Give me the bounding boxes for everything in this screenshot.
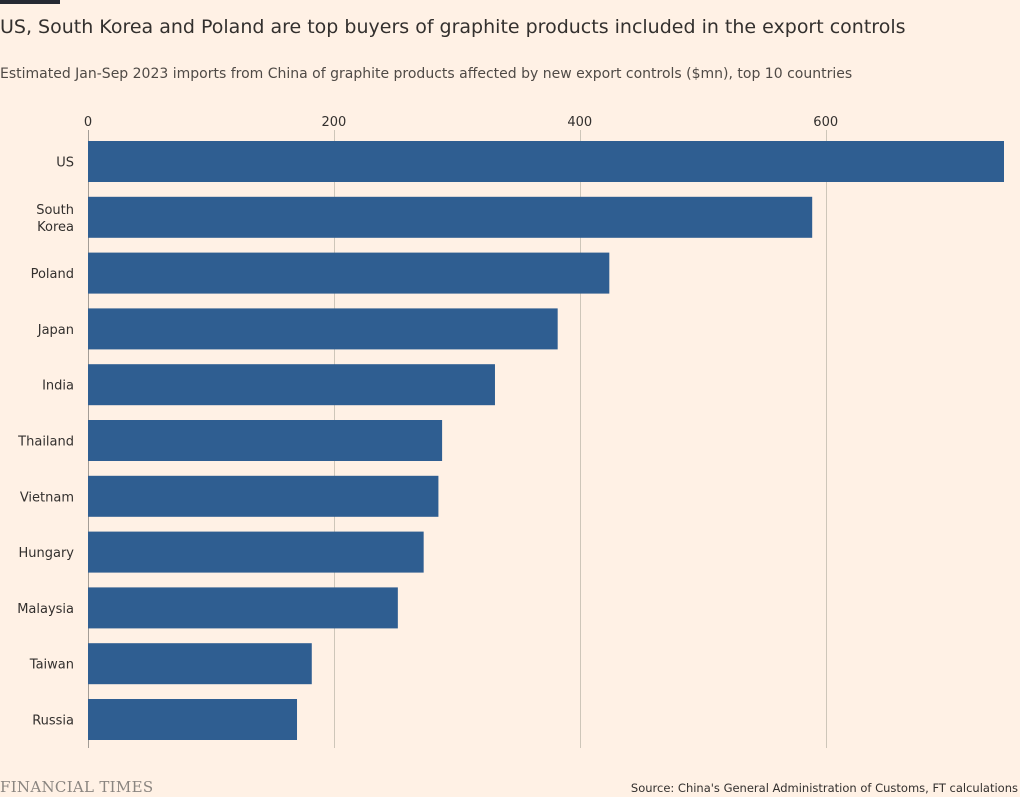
category-label: India (42, 379, 74, 394)
bar-russia (88, 699, 298, 740)
category-label: Poland (31, 267, 74, 282)
bar-us (88, 141, 1004, 182)
bar-thailand (88, 420, 443, 461)
category-label: US (56, 156, 74, 171)
category-label: Japan (37, 323, 74, 338)
category-label: Russia (32, 714, 74, 729)
category-labels: US South Korea Poland Japan India Thailand Viet… (17, 156, 74, 729)
x-tick-label: 400 (567, 115, 592, 130)
x-tick-label: 600 (813, 115, 838, 130)
category-label: Taiwan (29, 658, 74, 673)
x-tick-label: 200 (321, 115, 346, 130)
source-note: Source: China's General Administration o… (630, 781, 1018, 795)
bar-south-korea (88, 196, 813, 238)
bar-poland (88, 252, 610, 294)
x-axis-ticks: 0 200 400 600 (84, 115, 838, 130)
bar-malaysia (88, 587, 398, 629)
bar-vietnam (88, 475, 439, 517)
bars (88, 141, 1004, 740)
bar-india (88, 364, 495, 406)
bar-taiwan (88, 643, 312, 685)
category-label: South Korea (36, 203, 74, 235)
chart-subtitle: Estimated Jan-Sep 2023 imports from Chin… (0, 66, 853, 82)
bar-japan (88, 308, 558, 350)
category-label: Thailand (17, 435, 74, 450)
chart-title: US, South Korea and Poland are top buyer… (0, 16, 906, 38)
x-tick-label: 0 (84, 115, 92, 130)
category-label: Vietnam (20, 490, 74, 505)
brand-accent-bar (0, 0, 60, 4)
category-label: Malaysia (17, 602, 74, 617)
category-label: Hungary (18, 546, 74, 561)
bar-hungary (88, 531, 424, 573)
publisher-logo: FINANCIAL TIMES (0, 778, 154, 796)
